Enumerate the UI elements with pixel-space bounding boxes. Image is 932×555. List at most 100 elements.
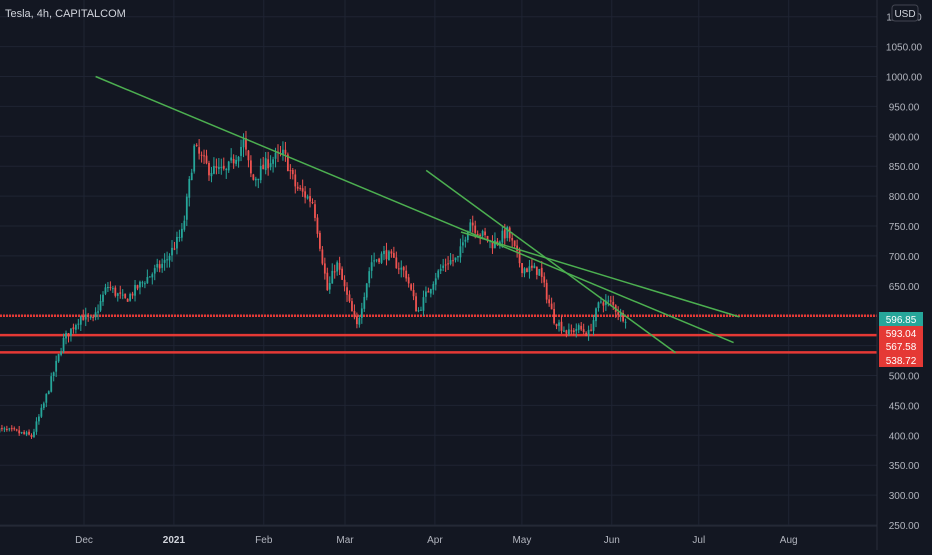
candle-body [243, 139, 245, 147]
candle-body [457, 256, 459, 257]
price-label-text: 593.04 [886, 329, 917, 340]
candle-body [509, 228, 511, 239]
y-tick-label: 1050.00 [886, 43, 923, 54]
candle-body [272, 159, 274, 163]
candle-body [524, 268, 526, 273]
candle-body [109, 287, 111, 288]
candle-body [556, 324, 558, 326]
candle-body [511, 238, 513, 241]
candle-body [112, 288, 114, 289]
candle-body [388, 251, 390, 260]
x-tick-label: Apr [427, 535, 443, 546]
candle-body [600, 301, 602, 302]
candle-body [233, 159, 235, 163]
candle-body [77, 324, 79, 325]
candle-body [334, 271, 336, 272]
candle-body [156, 264, 158, 267]
candle-body [423, 297, 425, 311]
candle-body [339, 263, 341, 270]
candle-body [252, 175, 254, 180]
candle-body [373, 260, 375, 261]
candle-body [474, 226, 476, 233]
candle-body [8, 428, 10, 429]
candle-body [188, 179, 190, 198]
candle-body [568, 329, 570, 334]
candle-body [36, 421, 38, 431]
candle-body [526, 268, 528, 272]
x-tick-label: Feb [255, 535, 273, 546]
candle-body [405, 271, 407, 279]
candle-body [53, 372, 55, 376]
candle-body [154, 268, 156, 273]
candle-body [270, 163, 272, 167]
x-tick-label: Aug [780, 535, 798, 546]
candle-body [248, 151, 250, 161]
candle-body [87, 315, 89, 317]
candle-body [196, 145, 198, 146]
candle-body [573, 330, 575, 332]
candle-body [92, 317, 94, 318]
candle-body [302, 188, 304, 191]
y-tick-label: 650.00 [889, 282, 920, 293]
candle-body [60, 352, 62, 355]
candle-body [447, 263, 449, 264]
candle-body [208, 163, 210, 175]
candle-body [558, 322, 560, 325]
y-tick-label: 250.00 [889, 521, 920, 532]
candle-body [317, 218, 319, 234]
y-tick-label: 700.00 [889, 252, 920, 263]
candle-body [6, 429, 8, 430]
candle-body [354, 311, 356, 317]
candle-body [218, 167, 220, 169]
candle-body [262, 165, 264, 169]
candle-body [361, 308, 363, 317]
price-label-text: 538.72 [886, 356, 917, 367]
candle-body [228, 162, 230, 171]
candle-body [85, 314, 87, 319]
candle-body [257, 179, 259, 180]
candle-body [533, 266, 535, 268]
candle-body [329, 283, 331, 289]
currency-button[interactable]: USD [892, 5, 918, 21]
y-tick-label: 750.00 [889, 222, 920, 233]
candle-body [472, 223, 474, 226]
candle-body [309, 196, 311, 201]
candle-body [376, 260, 378, 261]
candle-body [358, 318, 360, 325]
candle-body [117, 293, 119, 296]
candle-body [203, 155, 205, 156]
candle-body [393, 253, 395, 258]
candle-body [285, 150, 287, 154]
candle-body [73, 327, 75, 329]
candle-body [159, 264, 161, 268]
candle-body [344, 280, 346, 286]
candle-body [174, 249, 176, 250]
candle-body [58, 354, 60, 361]
candle-body [164, 260, 166, 263]
candle-body [139, 282, 141, 288]
price-label-level: 567.58 [879, 339, 923, 353]
candle-body [267, 159, 269, 168]
candle-body [566, 330, 568, 333]
candle-body [292, 170, 294, 174]
candle-body [578, 325, 580, 330]
candle-body [45, 394, 47, 403]
candle-body [183, 221, 185, 230]
candle-body [260, 166, 262, 180]
candle-body [504, 230, 506, 239]
candle-body [50, 376, 52, 392]
candle-body [26, 432, 28, 434]
candle-body [529, 266, 531, 272]
candle-body [80, 316, 82, 325]
candle-body [548, 299, 550, 303]
candle-body [107, 287, 109, 288]
candle-body [294, 174, 296, 186]
candle-body [102, 295, 104, 302]
candle-body [312, 202, 314, 203]
candle-body [161, 264, 163, 268]
candle-body [149, 276, 151, 277]
price-label-level: 593.04 [879, 326, 923, 340]
